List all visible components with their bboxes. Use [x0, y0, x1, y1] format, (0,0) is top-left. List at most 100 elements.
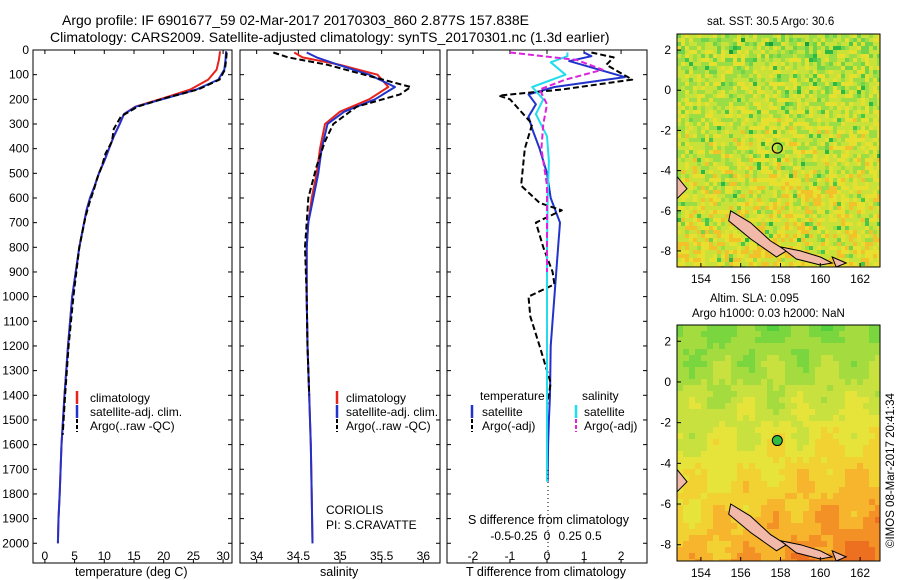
heatmap-cell — [773, 258, 778, 263]
heatmap-cell — [737, 90, 742, 95]
heatmap-cell — [857, 475, 864, 482]
heatmap-cell — [683, 493, 690, 500]
heatmap-cell — [769, 162, 774, 167]
heatmap-cell — [857, 391, 864, 398]
heatmap-cell — [693, 34, 698, 39]
heatmap-cell — [695, 541, 702, 548]
heatmap-cell — [749, 70, 754, 75]
heatmap-cell — [731, 373, 738, 380]
heatmap-cell — [869, 34, 874, 39]
heatmap-cell — [717, 250, 722, 255]
heatmap-cell — [753, 154, 758, 159]
heatmap-cell — [869, 186, 874, 191]
heatmap-cell — [857, 42, 862, 47]
heatmap-cell — [845, 70, 850, 75]
heatmap-cell — [773, 487, 780, 494]
heatmap-cell — [813, 186, 818, 191]
heatmap-cell — [729, 230, 734, 235]
heatmap-cell — [719, 511, 726, 518]
heatmap-cell — [725, 206, 730, 211]
heatmap-cell — [719, 499, 726, 506]
heatmap-cell — [677, 493, 684, 500]
heatmap-cell — [817, 114, 822, 119]
heatmap-cell — [709, 82, 714, 87]
heatmap-cell — [695, 397, 702, 404]
heatmap-cell — [743, 433, 750, 440]
heatmap-cell — [849, 162, 854, 167]
heatmap-cell — [869, 114, 874, 119]
heatmap-cell — [695, 373, 702, 380]
heatmap-cell — [815, 385, 822, 392]
heatmap-cell — [733, 186, 738, 191]
heatmap-cell — [781, 70, 786, 75]
heatmap-cell — [869, 222, 874, 227]
heatmap-cell — [793, 238, 798, 243]
heatmap-cell — [825, 206, 830, 211]
heatmap-cell — [677, 355, 684, 362]
heatmap-cell — [705, 74, 710, 79]
heatmap-cell — [869, 238, 874, 243]
heatmap-cell — [707, 511, 714, 518]
heatmap-cell — [781, 130, 786, 135]
heatmap-cell — [769, 102, 774, 107]
heatmap-cell — [809, 46, 814, 51]
heatmap-cell — [755, 355, 762, 362]
heatmap-cell — [781, 194, 786, 199]
heatmap-cell — [829, 106, 834, 111]
heatmap-cell — [833, 186, 838, 191]
heatmap-cell — [683, 457, 690, 464]
heatmap-cell — [697, 146, 702, 151]
heatmap-cell — [857, 553, 864, 560]
heatmap-cell — [779, 469, 786, 476]
heatmap-cell — [745, 254, 750, 259]
heatmap-cell — [833, 439, 840, 446]
heatmap-cell — [793, 126, 798, 131]
heatmap-cell — [693, 154, 698, 159]
heatmap-cell — [805, 182, 810, 187]
heatmap-cell — [709, 42, 714, 47]
heatmap-cell — [733, 238, 738, 243]
heatmap-cell — [733, 202, 738, 207]
heatmap-cell — [753, 102, 758, 107]
heatmap-cell — [791, 469, 798, 476]
heatmap-cell — [755, 373, 762, 380]
heatmap-cell — [705, 202, 710, 207]
heatmap-cell — [857, 234, 862, 239]
heatmap-cell — [729, 242, 734, 247]
heatmap-cell — [821, 343, 828, 350]
heatmap-cell — [707, 433, 714, 440]
heatmap-cell — [841, 150, 846, 155]
heatmap-cell — [773, 118, 778, 123]
heatmap-cell — [877, 110, 880, 115]
heatmap-cell — [761, 222, 766, 227]
heatmap-cell — [839, 355, 846, 362]
heatmap-cell — [701, 74, 706, 79]
heatmap-cell — [717, 158, 722, 163]
heatmap-cell — [791, 391, 798, 398]
heatmap-cell — [761, 337, 768, 344]
sla-map-title-line1: Altim. SLA: 0.095 — [710, 293, 799, 305]
heatmap-cell — [693, 118, 698, 123]
heatmap-cell — [755, 547, 762, 554]
heatmap-cell — [733, 158, 738, 163]
heatmap-cell — [765, 206, 770, 211]
heatmap-cell — [777, 242, 782, 247]
heatmap-cell — [753, 58, 758, 63]
heatmap-cell — [757, 142, 762, 147]
heatmap-cell — [695, 379, 702, 386]
heatmap-cell — [719, 391, 726, 398]
heatmap-cell — [873, 154, 878, 159]
heatmap-cell — [725, 367, 732, 374]
heatmap-cell — [803, 349, 810, 356]
heatmap-cell — [821, 146, 826, 151]
heatmap-cell — [821, 158, 826, 163]
heatmap-cell — [729, 70, 734, 75]
heatmap-cell — [815, 457, 822, 464]
heatmap-cell — [779, 547, 786, 554]
heatmap-cell — [757, 214, 762, 219]
heatmap-cell — [801, 262, 806, 267]
heatmap-cell — [707, 331, 714, 338]
heatmap-cell — [849, 182, 854, 187]
heatmap-cell — [685, 254, 690, 259]
heatmap-cell — [821, 106, 826, 111]
